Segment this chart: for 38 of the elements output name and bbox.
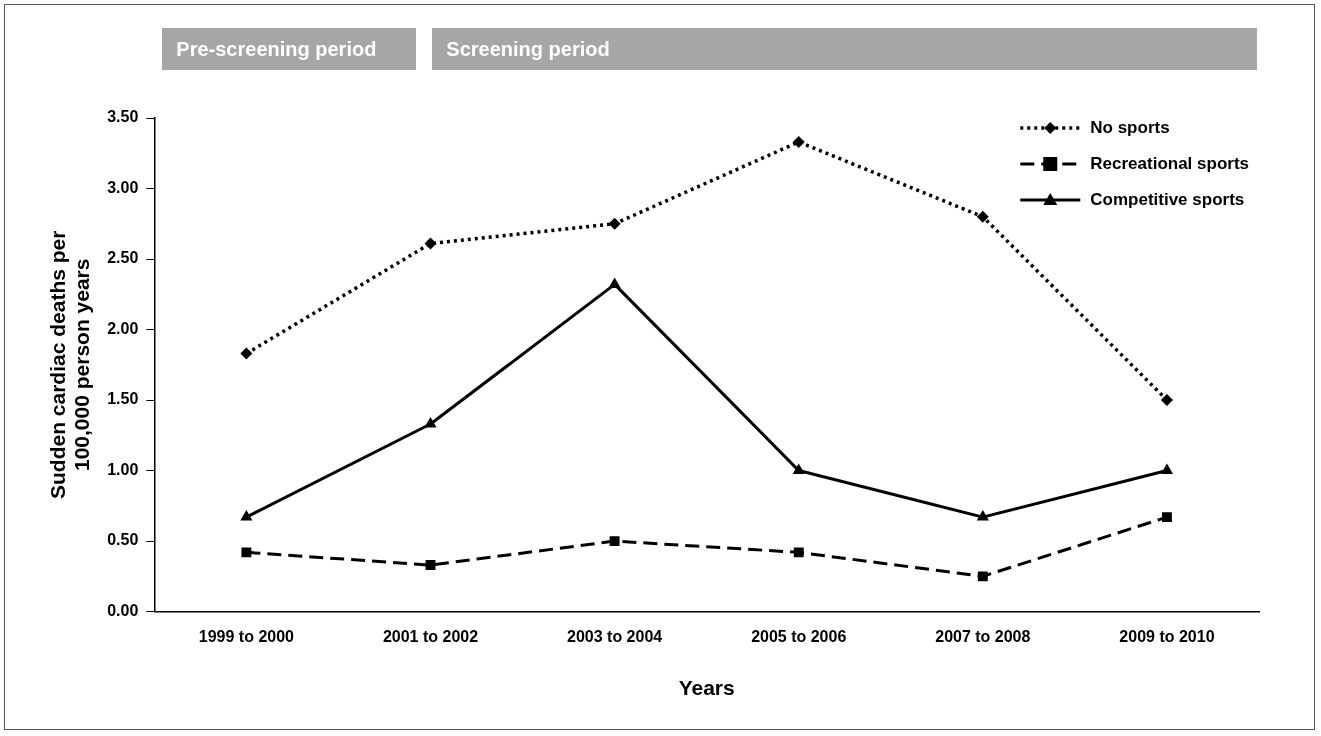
x-tick-label: 2001 to 2002 [382, 627, 479, 645]
y-tick-label: 0.00 [107, 602, 139, 620]
point [424, 237, 437, 250]
x-tick-label: 2009 to 2010 [1119, 627, 1215, 645]
y-tick-label: 3.50 [107, 108, 139, 126]
text: Pre-screening period [162, 28, 417, 70]
y-tick-label: 0.50 [107, 531, 139, 549]
point [976, 510, 989, 521]
y-tick-label: 1.00 [107, 460, 139, 478]
y-axis-title: Sudden cardiac deaths per 100,000 person years [46, 230, 93, 500]
x-tick-label: 2007 to 2008 [935, 627, 1031, 645]
point [425, 560, 436, 571]
x-tick-label: 1999 to 2000 [198, 627, 295, 645]
legend-label: Competitive sports [1090, 189, 1245, 209]
x-tick-label: 2003 to 2004 [567, 627, 663, 645]
y-tick-label: 2.00 [107, 319, 139, 337]
point [241, 547, 252, 558]
legend-label: No sports [1090, 117, 1170, 137]
y-tick-label: 1.50 [107, 390, 139, 408]
point [240, 347, 253, 360]
point [1161, 512, 1172, 523]
legend-label: Recreational sports [1090, 153, 1250, 173]
point [608, 277, 621, 288]
text: Screening period [432, 28, 1257, 70]
point [793, 547, 804, 558]
point [1160, 394, 1173, 407]
y-tick-label: 3.00 [107, 178, 139, 196]
point [977, 571, 988, 582]
point [608, 217, 621, 230]
x-tick-label: 2005 to 2006 [751, 627, 847, 645]
point [792, 463, 805, 475]
y-tick-label: 2.50 [107, 249, 139, 267]
point [609, 536, 620, 547]
point [1160, 463, 1174, 475]
point [976, 210, 989, 223]
x-axis-title: Years [678, 676, 735, 700]
point [792, 135, 805, 148]
point [240, 510, 253, 521]
